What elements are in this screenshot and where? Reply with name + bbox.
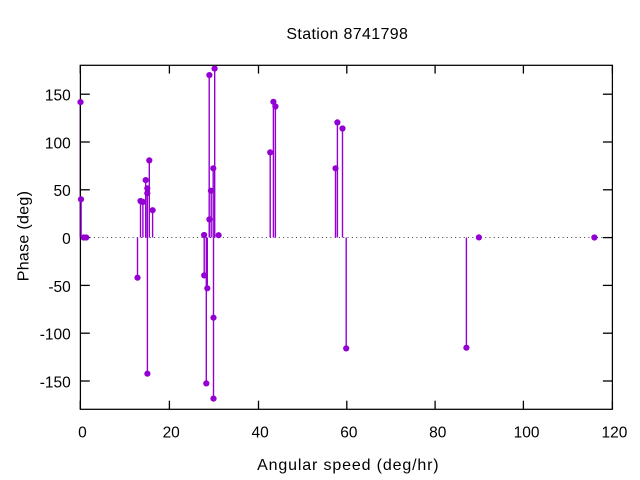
svg-text:0: 0 xyxy=(62,231,71,248)
svg-text:120: 120 xyxy=(601,425,627,442)
svg-text:80: 80 xyxy=(429,425,447,442)
svg-text:50: 50 xyxy=(54,183,72,200)
svg-text:40: 40 xyxy=(251,425,269,442)
svg-text:100: 100 xyxy=(514,425,540,442)
svg-text:-150: -150 xyxy=(40,374,71,391)
svg-text:Phase (deg): Phase (deg) xyxy=(16,191,33,281)
svg-text:Angular speed (deg/hr): Angular speed (deg/hr) xyxy=(257,457,439,474)
svg-text:-50: -50 xyxy=(48,279,71,296)
svg-text:Station 8741798: Station 8741798 xyxy=(286,26,408,43)
svg-text:-100: -100 xyxy=(40,327,71,344)
svg-text:20: 20 xyxy=(163,425,181,442)
svg-text:100: 100 xyxy=(45,135,71,152)
svg-text:0: 0 xyxy=(78,425,87,442)
svg-text:60: 60 xyxy=(340,425,358,442)
svg-text:150: 150 xyxy=(45,88,71,105)
